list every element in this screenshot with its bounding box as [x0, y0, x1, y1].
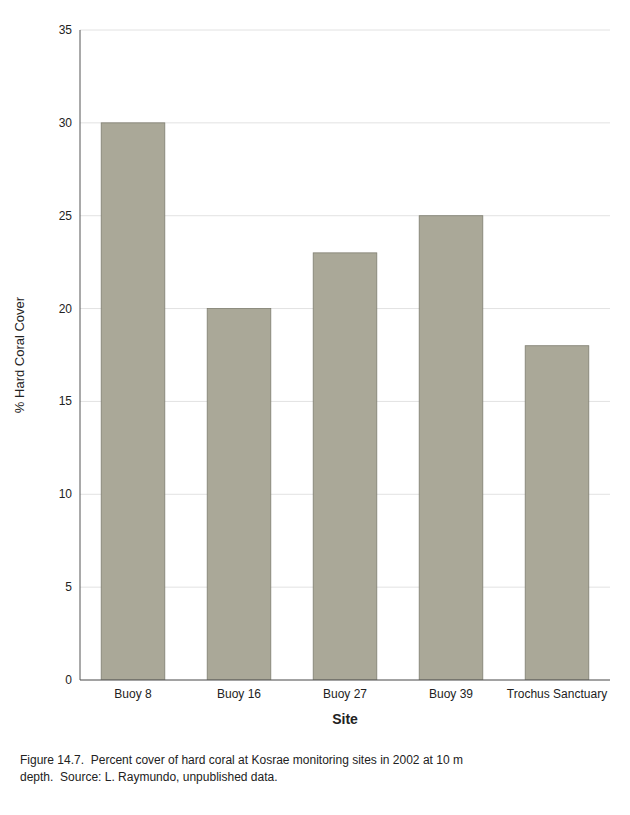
y-tick-label: 25	[59, 209, 73, 223]
y-tick-label: 30	[59, 116, 73, 130]
grid-line	[80, 30, 610, 31]
x-axis-line	[80, 680, 610, 681]
x-tick-label: Buoy 39	[429, 687, 473, 701]
caption: Figure 14.7. Percent cover of hard coral…	[20, 753, 463, 767]
x-axis: Buoy 8 Buoy 16 Buoy 27 Buoy 39 Trochus Sanct…	[114, 687, 607, 701]
caption: depth. Source: L. Raymundo, unpublished …	[20, 770, 278, 784]
grid-line	[80, 680, 610, 681]
y-axis-line	[80, 30, 81, 680]
y-axis: 0 5 10 15 20 25 30 35	[59, 23, 610, 687]
x-tick-label: Buoy 16	[217, 687, 261, 701]
y-tick-label: 5	[65, 580, 72, 594]
y-tick-label: 35	[59, 23, 73, 37]
chart-container: 0 5 10 15 20 25 30 35 Buoy 8 Buoy 16 Buoy 27 Buoy 3…	[0, 0, 630, 815]
y-tick-label: 15	[59, 394, 73, 408]
bar	[313, 253, 377, 680]
x-tick-label: Buoy 27	[323, 687, 367, 701]
chart-svg: 0 5 10 15 20 25 30 35 Buoy 8 Buoy 16 Buoy 27 Buoy 3…	[0, 0, 630, 815]
bar	[101, 123, 165, 680]
bars	[101, 123, 589, 680]
y-tick-label: 10	[59, 487, 73, 501]
x-axis-label: Site	[332, 711, 358, 727]
y-tick-label: 20	[59, 302, 73, 316]
y-axis-label: % Hard Coral Cover	[12, 296, 27, 413]
x-tick-label: Buoy 8	[114, 687, 152, 701]
bar	[207, 309, 271, 680]
bar	[419, 216, 483, 680]
y-tick-label: 0	[65, 673, 72, 687]
x-tick-label: Trochus Sanctuary	[507, 687, 607, 701]
bar	[525, 346, 589, 680]
